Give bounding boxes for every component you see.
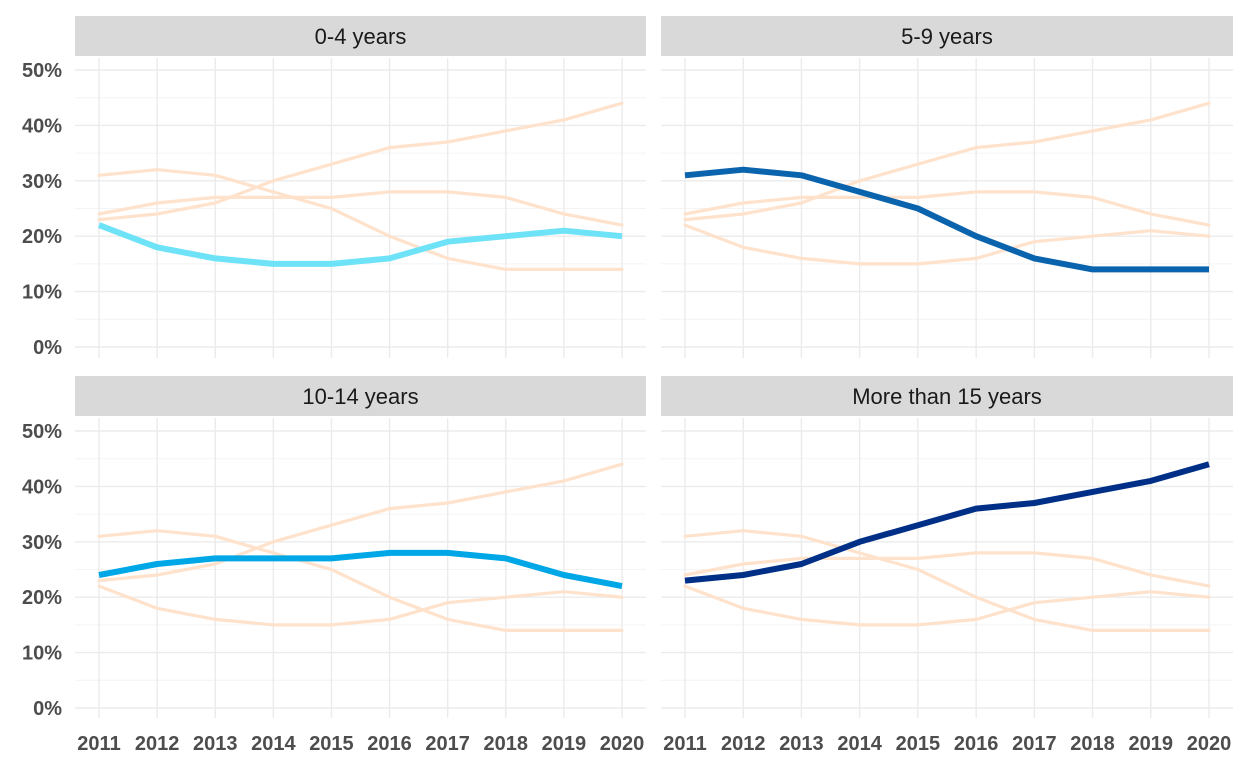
highlight-series-line (684, 166, 1209, 273)
panel-grid (661, 58, 1233, 358)
highlight-series-line (97, 222, 623, 267)
x-tick-label: 2014 (837, 733, 882, 755)
y-tick-label: 40% (22, 476, 62, 498)
x-tick-label: 2012 (721, 733, 766, 755)
x-tick-label: 2015 (896, 733, 941, 755)
x-tick-label: 2016 (954, 733, 999, 755)
facet-strip (661, 376, 1233, 416)
panel-3: 10-14 years 0% 10% 20% 30% 40% 50% 2011 2012 2013… (22, 376, 646, 755)
facet-title: 10-14 years (302, 384, 418, 409)
facet-strip (661, 16, 1233, 56)
x-tick-label: 2019 (542, 733, 587, 755)
background-series-line (97, 529, 624, 633)
x-tick-label: 2013 (193, 733, 238, 755)
panel-1: 0-4 years 0% 10% 20% 30% 40% 50% (22, 16, 646, 359)
x-tick-label: 2017 (425, 733, 470, 755)
facet-strip (75, 16, 646, 56)
x-tick-label: 2015 (309, 733, 354, 755)
facet-title: 5-9 years (901, 24, 993, 49)
y-tick-label: 0% (33, 698, 62, 720)
y-tick-label: 50% (22, 421, 62, 443)
x-tick-label: 2012 (135, 733, 180, 755)
highlight-series-line (98, 549, 623, 590)
x-tick-label: 2019 (1129, 733, 1174, 755)
panel-grid (661, 418, 1233, 718)
background-series-line (97, 462, 624, 583)
background-series-line (683, 529, 1211, 633)
y-tick-label: 50% (22, 60, 62, 82)
x-tick-label: 2020 (600, 733, 645, 755)
x-tick-label: 2018 (1070, 733, 1115, 755)
y-tick-label: 20% (22, 226, 62, 248)
x-tick-label: 2020 (1187, 733, 1232, 755)
y-tick-label: 0% (33, 337, 62, 359)
background-series-line (683, 101, 1211, 222)
background-series-line (97, 190, 624, 227)
x-tick-label: 2014 (251, 733, 296, 755)
x-tick-label: 2017 (1012, 733, 1057, 755)
panel-2: 5-9 years (661, 16, 1233, 358)
panel-grid (75, 418, 646, 718)
y-tick-label: 10% (22, 643, 62, 665)
panel-grid (75, 58, 646, 358)
x-tick-label: 2013 (779, 733, 824, 755)
facet-strip (75, 376, 646, 416)
y-tick-label: 30% (22, 532, 62, 554)
background-series-line (683, 584, 1211, 627)
y-tick-label: 20% (22, 587, 62, 609)
x-tick-label: 2018 (484, 733, 529, 755)
x-tick-label: 2016 (367, 733, 412, 755)
background-series-line (683, 190, 1211, 227)
background-series-line (683, 223, 1211, 266)
background-series-line (683, 551, 1211, 588)
facet-title: 0-4 years (315, 24, 407, 49)
x-tick-label: 2011 (663, 733, 706, 755)
background-series-line (97, 101, 624, 222)
background-series-line (97, 584, 624, 627)
highlight-series-line (684, 461, 1210, 584)
y-tick-label: 30% (22, 171, 62, 193)
y-tick-label: 10% (22, 282, 62, 304)
panel-4: More than 15 years 2011 2012 2013 2014 2015 20… (661, 376, 1233, 755)
facet-title: More than 15 years (852, 384, 1042, 409)
x-tick-label: 2011 (77, 733, 120, 755)
y-tick-label: 40% (22, 115, 62, 137)
background-series-line (97, 168, 624, 271)
